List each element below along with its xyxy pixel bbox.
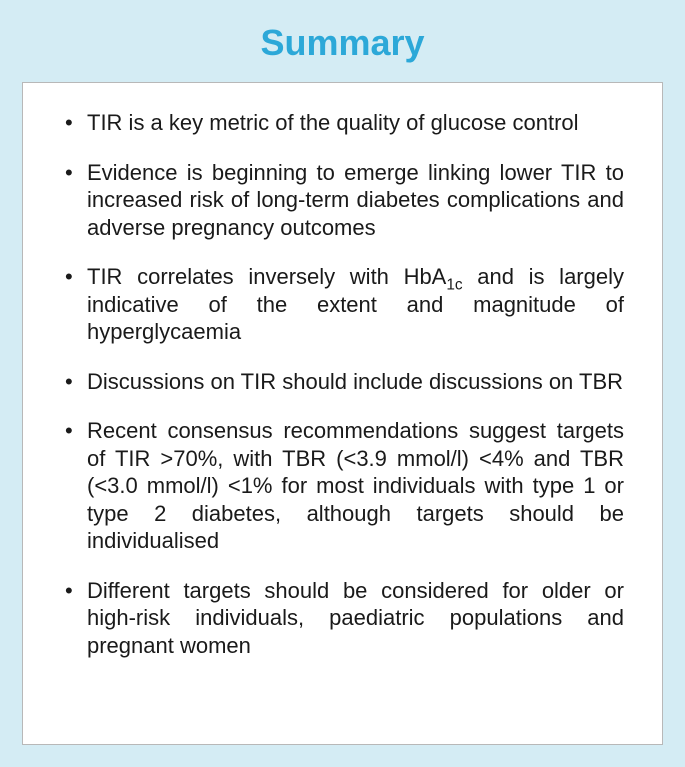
bullet-item: Different targets should be considered f… xyxy=(61,577,624,660)
bullet-text: Different targets should be considered f… xyxy=(87,578,624,658)
content-box: TIR is a key metric of the quality of gl… xyxy=(22,82,663,745)
bullet-item: Discussions on TIR should include discus… xyxy=(61,368,624,396)
bullet-text: TIR is a key metric of the quality of gl… xyxy=(87,110,579,135)
bullet-item: Evidence is beginning to emerge linking … xyxy=(61,159,624,242)
bullet-text: Evidence is beginning to emerge linking … xyxy=(87,160,624,240)
bullet-item: TIR correlates inversely with HbA1c and … xyxy=(61,263,624,346)
bullet-text-before: TIR correlates inversely with HbA xyxy=(87,264,446,289)
bullet-item: Recent consensus recommendations suggest… xyxy=(61,417,624,555)
summary-container: Summary TIR is a key metric of the quali… xyxy=(22,22,663,745)
summary-title: Summary xyxy=(22,22,663,64)
bullet-text: Discussions on TIR should include discus… xyxy=(87,369,623,394)
bullet-item: TIR is a key metric of the quality of gl… xyxy=(61,109,624,137)
bullet-text: Recent consensus recommendations suggest… xyxy=(87,418,624,553)
bullet-list: TIR is a key metric of the quality of gl… xyxy=(61,109,624,659)
